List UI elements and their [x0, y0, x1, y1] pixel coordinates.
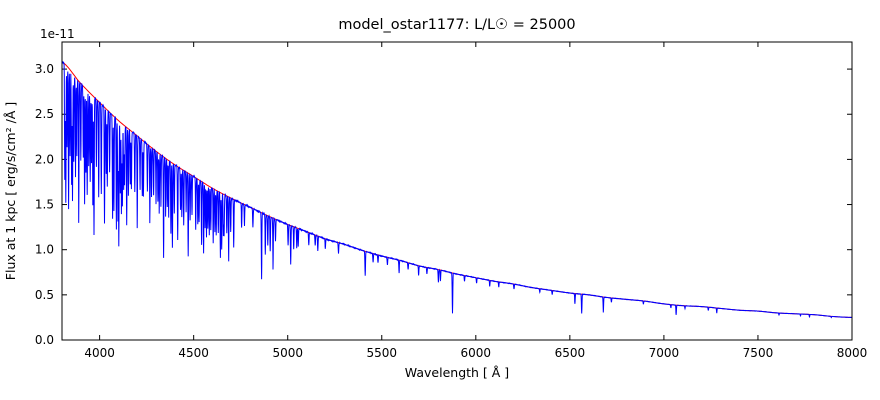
plot-area: [62, 42, 852, 340]
x-tick-label: 6500: [555, 346, 586, 360]
y-axis-label: Flux at 1 kpc [ erg/s/cm² /Å ]: [3, 102, 18, 280]
y-axis-offset-label: 1e-11: [40, 27, 75, 41]
chart-title: model_ostar1177: L/L☉ = 25000: [338, 17, 575, 33]
x-tick-label: 4000: [84, 346, 115, 360]
x-axis-ticks: 4000 4500 5000 5500 6000 6500 7000 7500 8000: [84, 42, 867, 360]
x-tick-label: 7500: [743, 346, 774, 360]
y-tick-label: 0.0: [35, 333, 54, 347]
x-axis-label: Wavelength [ Å ]: [405, 365, 509, 380]
y-tick-label: 2.5: [35, 107, 54, 121]
x-tick-label: 8000: [837, 346, 868, 360]
x-tick-label: 6000: [461, 346, 492, 360]
spectrum-line: [61, 60, 853, 319]
y-tick-label: 0.5: [35, 288, 54, 302]
y-tick-label: 1.0: [35, 243, 54, 257]
x-tick-label: 5500: [366, 346, 397, 360]
y-tick-label: 3.0: [35, 62, 54, 76]
y-axis-ticks: 0.0 0.5 1.0 1.5 2.0 2.5 3.0: [35, 62, 852, 347]
y-tick-label: 2.0: [35, 152, 54, 166]
y-tick-label: 1.5: [35, 198, 54, 212]
x-tick-label: 5000: [272, 346, 303, 360]
axes-frame: [61, 41, 853, 341]
x-tick-label: 7000: [649, 346, 680, 360]
x-tick-label: 4500: [178, 346, 209, 360]
